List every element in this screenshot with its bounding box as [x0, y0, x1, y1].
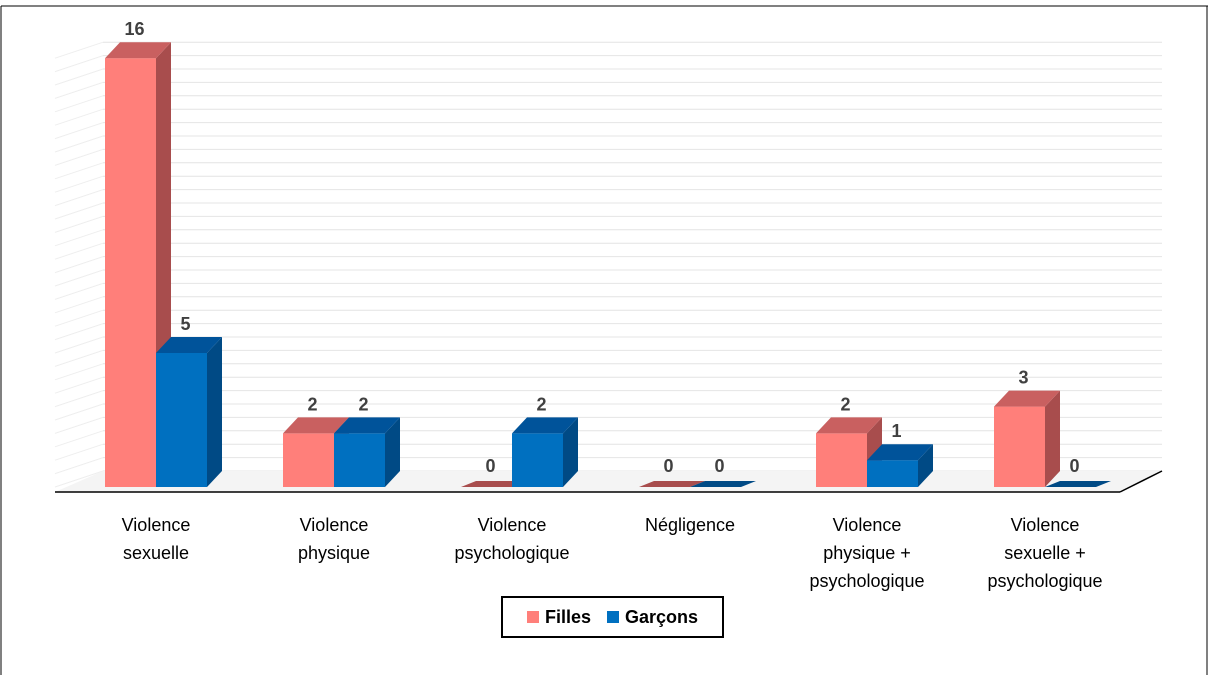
data-label-garcons-3: 0: [714, 456, 724, 476]
gridline-side: [54, 148, 104, 166]
gridline-side: [54, 242, 104, 260]
legend-label-garcons: Garçons: [625, 606, 699, 627]
bar-top-filles-1: [283, 417, 349, 434]
category-label-2-1: psychologique: [454, 543, 569, 563]
gridline-side: [54, 309, 104, 327]
legend-swatch-filles: [526, 611, 539, 623]
bar-flat-garcons-3: [690, 481, 756, 487]
gridline-side: [54, 229, 104, 247]
gridline-side: [54, 323, 104, 341]
gridline-side: [54, 363, 104, 381]
category-label-1-0: Violence: [300, 515, 369, 535]
gridline-side: [54, 430, 104, 448]
gridline-side: [54, 416, 104, 434]
data-label-filles-0: 16: [124, 19, 144, 39]
bar-top-garcons-0: [156, 337, 222, 353]
gridline-side: [54, 189, 104, 207]
bar-top-garcons-1: [334, 417, 400, 434]
gridline-side: [54, 122, 104, 140]
category-label-5-1: sexuelle +: [1004, 543, 1086, 563]
legend-swatch-garcons: [607, 611, 619, 623]
bar-flat-garcons-5: [1045, 481, 1111, 487]
bar-side-garcons-0: [207, 337, 222, 487]
bar-garcons-2: [512, 433, 563, 487]
category-label-4-2: psychologique: [809, 571, 924, 591]
legend-item-filles: Filles: [526, 606, 591, 628]
gridline-side: [54, 336, 104, 354]
gridline-side: [54, 135, 104, 153]
gridline-side: [54, 175, 104, 193]
data-label-filles-5: 3: [1018, 368, 1028, 388]
bar-side-garcons-2: [563, 417, 578, 487]
gridline-side: [54, 41, 104, 59]
category-label-3-0: Négligence: [645, 515, 735, 535]
data-label-filles-4: 2: [840, 394, 850, 414]
bar-garcons-1: [334, 433, 385, 487]
data-label-garcons-0: 5: [180, 314, 190, 334]
bar-top-filles-4: [816, 417, 882, 434]
bar-filles-5: [994, 406, 1045, 487]
data-label-filles-3: 0: [663, 456, 673, 476]
gridline-side: [54, 443, 104, 461]
data-label-garcons-1: 2: [358, 394, 368, 414]
data-label-garcons-5: 0: [1069, 456, 1079, 476]
gridline-side: [54, 390, 104, 408]
bar-side-garcons-1: [385, 417, 400, 487]
bar-garcons-4: [867, 460, 918, 487]
floor-right-edge: [1119, 470, 1163, 493]
gridline-side: [54, 215, 104, 233]
category-label-1-1: physique: [298, 543, 370, 563]
category-label-4-0: Violence: [833, 515, 902, 535]
bar-top-garcons-4: [867, 444, 933, 461]
gridline-side: [54, 202, 104, 220]
bar-top-garcons-2: [512, 417, 578, 434]
gridline-side: [54, 376, 104, 394]
bar-garcons-0: [156, 353, 207, 487]
category-label-5-2: psychologique: [987, 571, 1102, 591]
bar-flat-filles-3: [639, 481, 705, 487]
data-label-garcons-4: 1: [891, 421, 901, 441]
gridline-side: [54, 457, 104, 475]
category-label-4-1: physique +: [823, 543, 911, 563]
legend-label-filles: Filles: [544, 606, 591, 627]
bar-filles-0: [105, 58, 156, 487]
gridline-side: [54, 403, 104, 421]
bar-filles-1: [283, 433, 334, 487]
data-label-filles-1: 2: [307, 394, 317, 414]
gridline-side: [54, 68, 104, 86]
gridline-side: [54, 282, 104, 300]
bar-top-filles-5: [994, 390, 1060, 407]
category-label-0-1: sexuelle: [123, 543, 189, 563]
data-label-filles-2: 0: [485, 456, 495, 476]
gridline-side: [54, 256, 104, 274]
gridline-side: [54, 108, 104, 126]
gridline-side: [54, 95, 104, 113]
bar-top-filles-0: [105, 42, 171, 59]
gridline-side: [54, 470, 104, 488]
data-label-garcons-2: 2: [536, 394, 546, 414]
bar-flat-filles-2: [461, 481, 527, 487]
gridline-side: [54, 269, 104, 287]
gridline-side: [54, 55, 104, 73]
chart-legend: Filles Garçons: [501, 596, 724, 638]
gridline-side: [54, 81, 104, 99]
category-label-5-0: Violence: [1011, 515, 1080, 535]
bar-side-filles-5: [1045, 390, 1060, 487]
gridline-side: [54, 349, 104, 367]
bar-filles-4: [816, 433, 867, 487]
category-label-0-0: Violence: [122, 515, 191, 535]
category-label-2-0: Violence: [478, 515, 547, 535]
gridline-side: [54, 296, 104, 314]
legend-item-garcons: Garçons: [607, 607, 698, 628]
bar-side-garcons-4: [918, 444, 933, 487]
gridline-side: [54, 162, 104, 180]
